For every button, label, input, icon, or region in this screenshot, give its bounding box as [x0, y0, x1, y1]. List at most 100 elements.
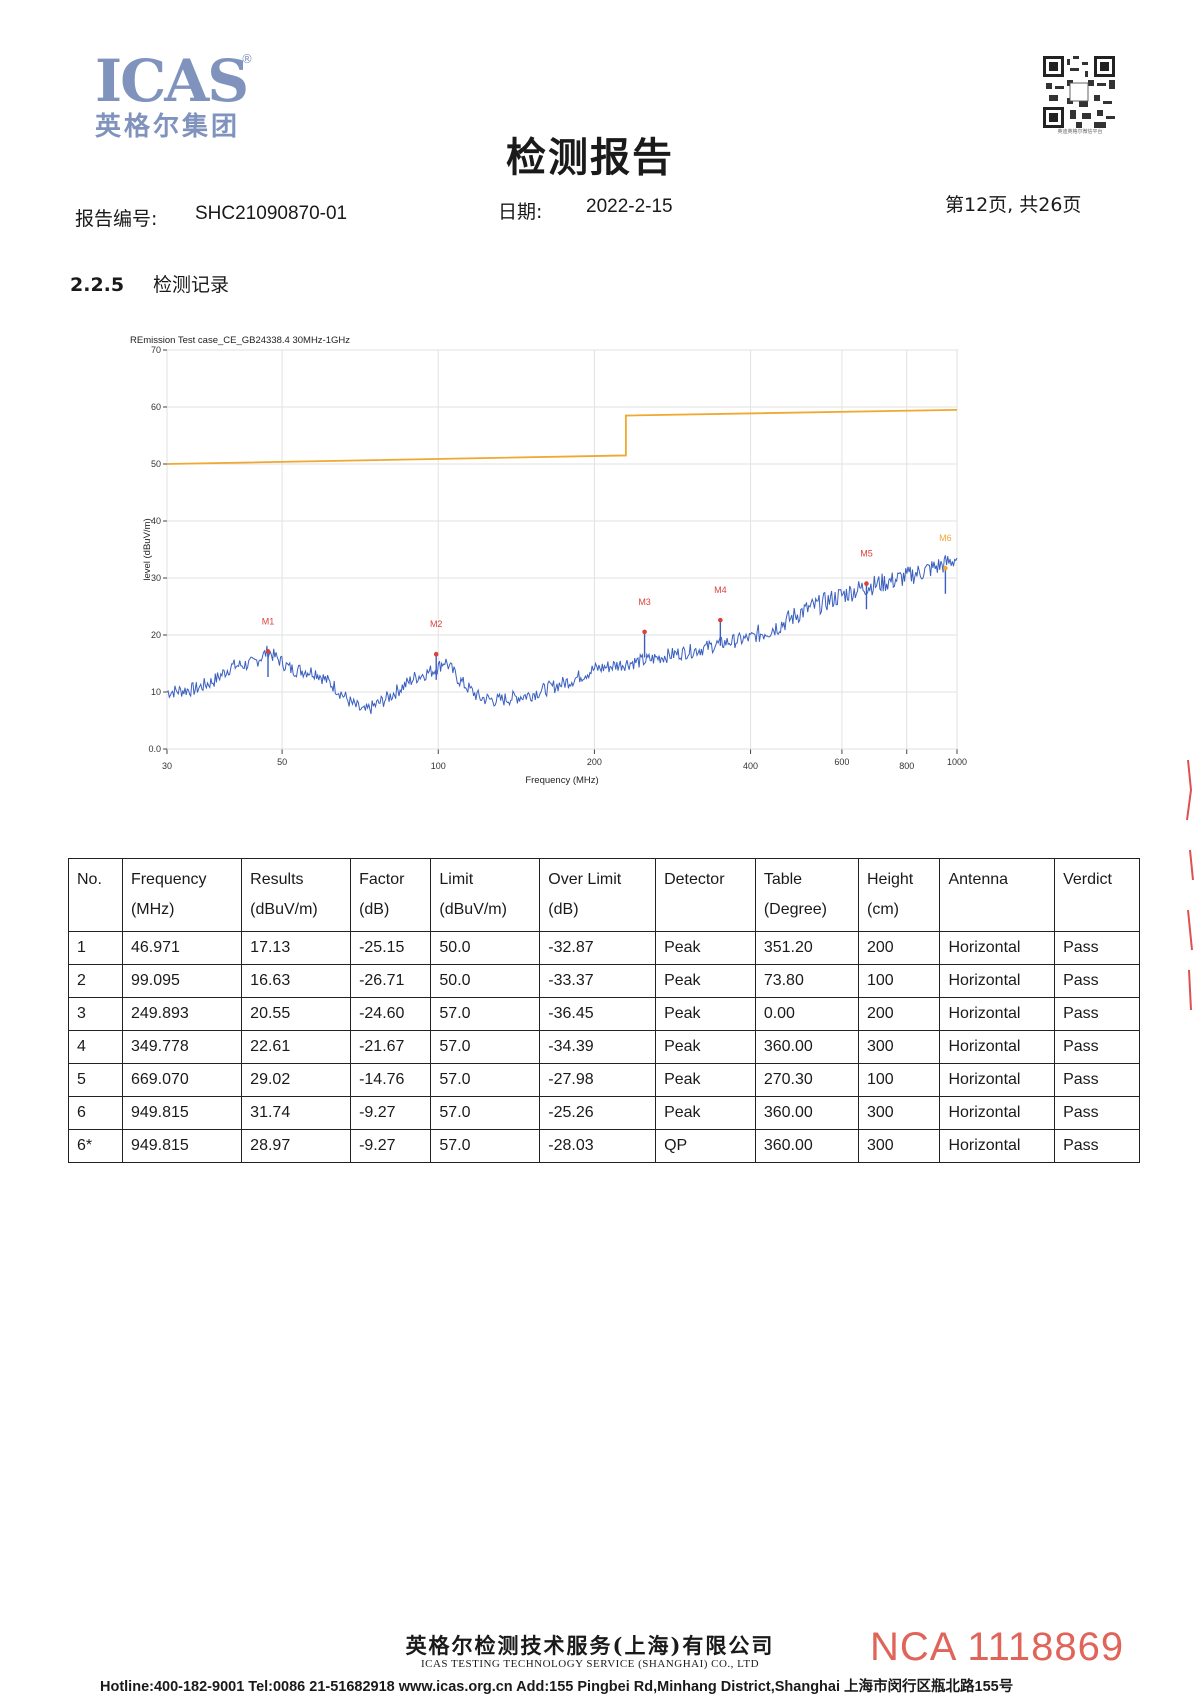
chart-title: REmission Test case_CE_GB24338.4 30MHz-1… — [130, 335, 350, 346]
red-stamp-edge — [1186, 760, 1194, 1010]
column-header-line: (Degree) — [763, 901, 827, 918]
table-cell: 57.0 — [430, 1096, 541, 1130]
table-cell: 22.61 — [241, 1030, 352, 1064]
table-header-row: No. Frequency (MHz) Results (dBuV/m) Factor (… — [68, 858, 1140, 932]
column-header-line: (dBuV/m) — [250, 901, 318, 918]
table-cell: -28.03 — [539, 1129, 657, 1163]
table-cell: Peak — [655, 931, 756, 965]
table-cell: -34.39 — [539, 1030, 657, 1064]
table-cell: -9.27 — [350, 1096, 432, 1130]
table-cell: 669.070 — [121, 1063, 243, 1097]
marker-point — [943, 565, 948, 571]
y-tick-label: 0.0 — [148, 744, 161, 754]
table-body: 1 46.971 17.13 -25.15 50.0 -32.87 Peak 351.20 20… — [68, 931, 1140, 1163]
marker-point — [265, 649, 271, 654]
table-cell: 50.0 — [430, 964, 541, 998]
table-cell: 0.00 — [754, 997, 860, 1031]
x-tick-label: 1000 — [947, 757, 967, 767]
marker-point — [433, 651, 439, 657]
table-row: 2 99.095 16.63 -26.71 50.0 -33.37 Peak 73.80 100… — [68, 964, 1140, 998]
qr-code-icon — [1043, 56, 1115, 128]
table-cell: QP — [655, 1129, 756, 1163]
marker-label: M3 — [638, 597, 651, 607]
column-header: Table (Degree) — [754, 858, 860, 932]
table-cell: 949.815 — [121, 1129, 243, 1163]
marker-label: M1 — [262, 616, 275, 626]
table-cell: 360.00 — [754, 1129, 860, 1163]
y-tick-label: 60 — [151, 402, 161, 412]
table-cell: 300 — [857, 1030, 941, 1064]
column-header-line: Frequency — [130, 871, 207, 888]
table-cell: 46.971 — [121, 931, 243, 965]
table-cell: 100 — [857, 1063, 941, 1097]
column-header: Height (cm) — [857, 858, 941, 932]
table-cell: 5 — [68, 1063, 123, 1097]
table-cell: -33.37 — [539, 964, 657, 998]
qr-caption: 英迪英格尔微信平台 — [1057, 129, 1103, 135]
marker-point — [718, 617, 723, 623]
table-cell: Pass — [1054, 1063, 1140, 1097]
marker-label: M5 — [860, 549, 873, 559]
table-cell: Peak — [655, 997, 756, 1031]
table-cell: 360.00 — [754, 1030, 860, 1064]
column-header-line: Verdict — [1063, 871, 1112, 888]
limit-line — [166, 408, 958, 465]
report-no: SHC21090870-01 — [195, 203, 348, 224]
page-title: 检测报告 — [506, 134, 674, 181]
table-cell: -21.67 — [350, 1030, 432, 1064]
table-row: 6 949.815 31.74 -9.27 57.0 -25.26 Peak 360.00 30… — [68, 1096, 1140, 1130]
table-row: 4 349.778 22.61 -21.67 57.0 -34.39 Peak 360.00 3… — [68, 1030, 1140, 1064]
emission-chart: 30 50 100 200 400 600 800 1000 0.0 10 20 30 40 50 60 70… — [130, 335, 967, 786]
table-cell: 29.02 — [241, 1063, 352, 1097]
table-cell: 16.63 — [241, 964, 352, 998]
table-cell: Peak — [655, 1063, 756, 1097]
column-header-line — [664, 895, 747, 925]
y-tick-label: 70 — [151, 345, 161, 355]
column-header: Verdict — [1054, 858, 1140, 932]
table-cell: -24.60 — [350, 997, 432, 1031]
column-header: No. — [68, 858, 123, 932]
column-header-line: (MHz) — [130, 901, 175, 918]
page-info: 第12页, 共26页 — [945, 194, 1082, 216]
y-tick-label: 30 — [151, 573, 161, 583]
table-cell: 270.30 — [754, 1063, 860, 1097]
table-cell: 6 — [68, 1096, 123, 1130]
table-cell: -32.87 — [539, 931, 657, 965]
column-header: Limit (dBuV/m) — [430, 858, 541, 932]
column-header-line — [77, 895, 114, 925]
company-name-en: ICAS TESTING TECHNOLOGY SERVICE (SHANGHA… — [420, 1658, 760, 1670]
table-cell: 28.97 — [241, 1129, 352, 1163]
table-cell: 73.80 — [754, 964, 860, 998]
x-tick-label: 800 — [899, 761, 914, 771]
plot-area — [166, 349, 958, 750]
table-cell: Pass — [1054, 1129, 1140, 1163]
logo-cn-name: 英格尔集团 — [95, 112, 241, 142]
y-axis-label: level (dBuV/m) — [142, 518, 153, 580]
column-header-line: (dBuV/m) — [439, 901, 507, 918]
marker-label: M6 — [939, 533, 952, 543]
column-header-line: (dB) — [548, 901, 579, 918]
marker-point — [864, 581, 869, 586]
table-cell: 2 — [68, 964, 123, 998]
column-header-line: Over Limit — [548, 871, 622, 888]
table-cell: -26.71 — [350, 964, 432, 998]
table-cell: -25.15 — [350, 931, 432, 965]
column-header: Over Limit (dB) — [539, 858, 657, 932]
table-cell: 6* — [68, 1129, 123, 1163]
x-tick-label: 600 — [834, 757, 849, 767]
table-cell: 3 — [68, 997, 123, 1031]
table-row: 1 46.971 17.13 -25.15 50.0 -32.87 Peak 351.20 20… — [68, 931, 1140, 965]
y-tick-label: 50 — [151, 459, 161, 469]
x-tick-label: 50 — [277, 757, 287, 767]
table-cell: Horizontal — [939, 997, 1056, 1031]
y-tick-label: 10 — [151, 687, 161, 697]
column-header-line — [948, 895, 1046, 925]
column-header: Detector — [655, 858, 756, 932]
column-header-line: (cm) — [867, 901, 899, 918]
table-row: 5 669.070 29.02 -14.76 57.0 -27.98 Peak 270.30 1… — [68, 1063, 1140, 1097]
table-cell: 57.0 — [430, 997, 541, 1031]
y-tick-label: 40 — [151, 516, 161, 526]
contact-line: Hotline:400-182-9001 Tel:0086 21-5168291… — [100, 1679, 1014, 1695]
table-cell: 949.815 — [121, 1096, 243, 1130]
table-cell: Horizontal — [939, 964, 1056, 998]
